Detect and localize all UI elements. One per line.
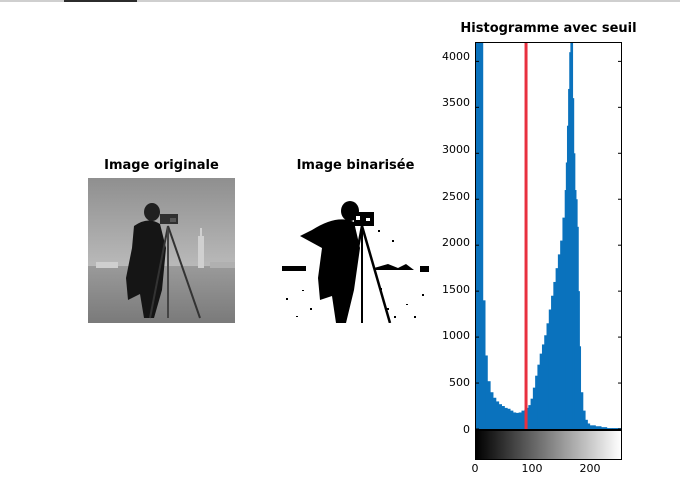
histogram-bar bbox=[493, 397, 497, 429]
histogram-bar bbox=[544, 335, 547, 429]
histogram-bar bbox=[482, 300, 486, 429]
y-tick-label: 3500 bbox=[442, 96, 470, 109]
y-tick-label: 1000 bbox=[442, 329, 470, 342]
histogram-bar bbox=[601, 427, 608, 429]
histogram-bar bbox=[546, 323, 550, 429]
histogram-bar bbox=[528, 405, 531, 429]
histogram-bar bbox=[476, 43, 478, 429]
histogram-bar bbox=[606, 428, 613, 429]
histogram-bar bbox=[490, 392, 494, 429]
histogram-bar bbox=[585, 419, 588, 429]
histogram-bar bbox=[537, 364, 541, 429]
original-image bbox=[88, 178, 235, 323]
histogram-bar bbox=[578, 291, 580, 429]
histogram-bar bbox=[487, 381, 491, 429]
grayscale-colorbar bbox=[475, 430, 622, 460]
histogram-bar bbox=[521, 410, 525, 429]
histogram-bar bbox=[565, 162, 568, 429]
histogram-bar bbox=[577, 226, 579, 429]
histogram-bar bbox=[541, 344, 545, 429]
binarized-image-title: Image binarisée bbox=[296, 158, 415, 173]
y-tick-label: 500 bbox=[449, 376, 470, 389]
y-tick-label: 2500 bbox=[442, 190, 470, 203]
histogram-bar bbox=[515, 412, 520, 429]
histogram-bar bbox=[595, 426, 602, 429]
histogram-bar bbox=[570, 43, 572, 429]
histogram-bar bbox=[571, 43, 574, 429]
histogram-axes bbox=[475, 42, 622, 430]
histogram-bar bbox=[612, 428, 621, 429]
histogram-bar bbox=[507, 408, 511, 429]
histogram-bar bbox=[560, 240, 563, 429]
histogram-bar bbox=[498, 404, 502, 429]
histogram-bar bbox=[566, 125, 569, 429]
histogram-plot bbox=[476, 43, 621, 429]
x-tick-label: 200 bbox=[579, 462, 601, 475]
histogram-bar bbox=[589, 425, 596, 429]
binarized-image bbox=[282, 178, 429, 323]
histogram-bar bbox=[582, 410, 586, 429]
histogram-bar bbox=[539, 353, 543, 429]
histogram-bar bbox=[574, 190, 577, 429]
histogram-bar bbox=[576, 199, 578, 429]
histogram-bar bbox=[553, 281, 557, 429]
histogram-bar bbox=[485, 355, 488, 429]
histogram-bar bbox=[580, 392, 584, 429]
histogram-bar bbox=[532, 387, 536, 429]
histogram-bar bbox=[512, 412, 517, 429]
histogram-bar bbox=[479, 43, 483, 429]
histogram-bar bbox=[564, 190, 567, 429]
histogram-bar bbox=[557, 254, 561, 429]
y-tick-label: 4000 bbox=[442, 50, 470, 63]
y-tick-label: 3000 bbox=[442, 143, 470, 156]
window-top-edge-segment bbox=[64, 0, 137, 2]
histogram-bar bbox=[518, 412, 522, 429]
y-tick-label: 2000 bbox=[442, 236, 470, 249]
y-tick-label: 0 bbox=[463, 423, 470, 436]
histogram-bar bbox=[568, 88, 570, 429]
histogram-bar bbox=[504, 407, 508, 429]
histogram-bar bbox=[551, 295, 554, 429]
histogram-bar bbox=[548, 309, 552, 429]
y-tick-label: 1500 bbox=[442, 283, 470, 296]
histogram-bar bbox=[501, 406, 505, 429]
histogram-bar bbox=[572, 98, 575, 429]
histogram-bar bbox=[535, 375, 538, 429]
histogram-bar bbox=[587, 423, 591, 429]
histogram-bar bbox=[495, 401, 500, 429]
histogram-bar bbox=[510, 410, 514, 429]
histogram-title: Histogramme avec seuil bbox=[460, 21, 637, 36]
histogram-bar bbox=[579, 346, 582, 429]
histogram-bar bbox=[477, 43, 480, 429]
histogram-bar bbox=[562, 217, 566, 429]
histogram-bar bbox=[530, 398, 534, 429]
original-image-title: Image originale bbox=[104, 158, 219, 173]
window-top-edge bbox=[0, 0, 680, 2]
histogram-bar bbox=[555, 268, 559, 429]
histogram-bar bbox=[569, 52, 571, 429]
histogram-bar bbox=[481, 43, 484, 429]
x-tick-label: 100 bbox=[521, 462, 543, 475]
x-tick-label: 0 bbox=[471, 462, 479, 475]
histogram-bar bbox=[573, 153, 576, 429]
